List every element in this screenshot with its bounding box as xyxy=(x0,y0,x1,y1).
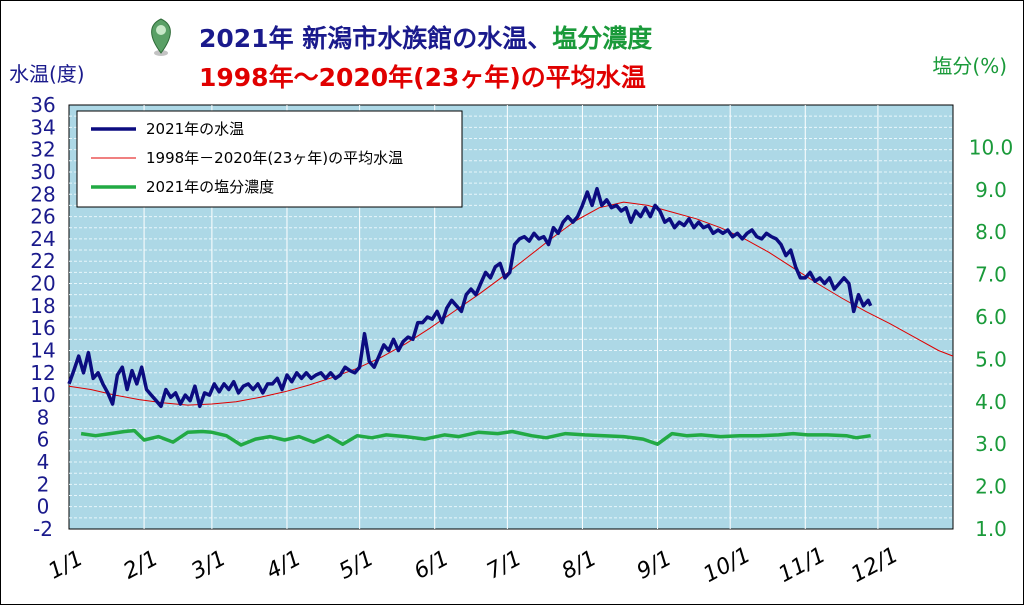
left-tick-label: 16 xyxy=(30,316,55,340)
left-tick-label: 20 xyxy=(30,272,55,296)
right-tick-label: 2.0 xyxy=(975,475,1007,499)
left-tick-label: 18 xyxy=(30,294,55,318)
right-tick-label: 4.0 xyxy=(975,390,1007,414)
pin-icon xyxy=(151,18,171,56)
left-tick-label: 6 xyxy=(37,428,50,452)
right-tick-label: 10.0 xyxy=(969,135,1014,159)
x-tick-label: 8/1 xyxy=(558,546,601,585)
legend-label: 2021年の水温 xyxy=(146,120,244,138)
legend-label: 1998年－2020年(23ヶ年)の平均水温 xyxy=(146,149,403,167)
left-tick-label: 2 xyxy=(37,472,50,496)
x-tick-label: 2/1 xyxy=(120,546,163,585)
x-tick-label: 4/1 xyxy=(262,546,305,585)
left-tick-label: -2 xyxy=(33,517,53,541)
right-tick-label: 9.0 xyxy=(975,178,1007,202)
x-tick-label: 12/1 xyxy=(847,543,902,588)
series-salinity xyxy=(80,428,871,447)
title-part-salinity: 塩分濃度 xyxy=(552,24,652,53)
right-tick-label: 7.0 xyxy=(975,263,1007,287)
left-axis-label: 水温(度) xyxy=(9,62,85,86)
left-tick-label: 26 xyxy=(30,205,55,229)
right-tick-label: 1.0 xyxy=(975,517,1007,541)
left-tick-label: 14 xyxy=(30,338,55,362)
left-tick-label: 10 xyxy=(30,383,55,407)
x-tick-label: 9/1 xyxy=(633,546,676,585)
left-tick-label: 22 xyxy=(30,249,55,273)
legend: 2021年の水温 1998年－2020年(23ヶ年)の平均水温 2021年の塩分濃度 xyxy=(76,110,463,208)
left-tick-label: 0 xyxy=(37,495,50,519)
right-tick-label: 8.0 xyxy=(975,220,1007,244)
x-tick-label: 6/1 xyxy=(410,546,453,585)
chart-title-line2: 1998年～2020年(23ヶ年)の平均水温 xyxy=(199,63,646,92)
legend-box xyxy=(76,110,463,208)
left-tick-label: 36 xyxy=(30,93,55,117)
right-tick-label: 3.0 xyxy=(975,432,1007,456)
left-tick-label: 30 xyxy=(30,160,55,184)
left-tick-label: 12 xyxy=(30,361,55,385)
series-water-2021 xyxy=(67,186,873,409)
left-tick-label: 4 xyxy=(37,450,50,474)
x-tick-label: 7/1 xyxy=(483,546,526,585)
left-tick-label: 8 xyxy=(37,405,50,429)
chart-title-line1: 2021年 新潟市水族館の水温、塩分濃度 xyxy=(199,24,652,53)
left-tick-label: 28 xyxy=(30,182,55,206)
x-tick-label: 1/1 xyxy=(44,546,87,585)
x-tick-label: 5/1 xyxy=(335,546,378,585)
left-tick-label: 34 xyxy=(30,115,55,139)
right-axis-label: 塩分(%) xyxy=(932,54,1007,78)
left-tick-label: 24 xyxy=(30,227,55,251)
right-tick-label: 6.0 xyxy=(975,305,1007,329)
x-tick-label: 11/1 xyxy=(775,543,830,588)
title-part-water: 2021年 新潟市水族館の水温、 xyxy=(199,24,552,53)
left-tick-label: 32 xyxy=(30,138,55,162)
legend-label: 2021年の塩分濃度 xyxy=(146,178,274,196)
x-tick-label: 3/1 xyxy=(187,546,230,585)
right-tick-label: 5.0 xyxy=(975,347,1007,371)
x-tick-label: 10/1 xyxy=(699,543,754,588)
